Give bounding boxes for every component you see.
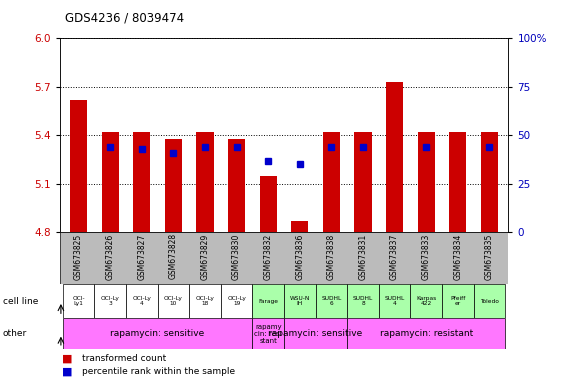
Bar	[379, 284, 411, 318]
Bar	[284, 318, 347, 349]
Bar	[228, 139, 245, 232]
Text: OCI-Ly
10: OCI-Ly 10	[164, 296, 183, 306]
Bar	[291, 221, 308, 232]
Bar	[386, 82, 403, 232]
Text: GSM673838: GSM673838	[327, 233, 336, 280]
Text: GSM673832: GSM673832	[264, 233, 273, 280]
Text: transformed count: transformed count	[82, 354, 166, 363]
Bar	[102, 132, 119, 232]
Bar	[481, 132, 498, 232]
Text: SUDHL
4: SUDHL 4	[385, 296, 405, 306]
Bar	[70, 100, 87, 232]
Text: Pfeiff
er: Pfeiff er	[450, 296, 466, 306]
Text: rapamy
cin: resi
stant: rapamy cin: resi stant	[254, 324, 282, 344]
Text: GSM673835: GSM673835	[485, 233, 494, 280]
Bar	[354, 132, 371, 232]
Bar	[411, 284, 442, 318]
Text: Karpas
422: Karpas 422	[416, 296, 436, 306]
Text: GSM673826: GSM673826	[106, 233, 115, 280]
Text: OCI-Ly
4: OCI-Ly 4	[132, 296, 151, 306]
Bar	[126, 284, 157, 318]
Bar	[442, 284, 474, 318]
Text: rapamycin: resistant: rapamycin: resistant	[379, 329, 473, 338]
Text: percentile rank within the sample: percentile rank within the sample	[82, 367, 236, 376]
Bar	[474, 284, 505, 318]
Text: ■: ■	[62, 353, 73, 363]
Text: rapamycin: sensitive: rapamycin: sensitive	[269, 329, 363, 338]
Bar	[60, 232, 508, 284]
Bar	[260, 176, 277, 232]
Bar	[347, 284, 379, 318]
Text: GSM673825: GSM673825	[74, 233, 83, 280]
Bar	[189, 284, 221, 318]
Bar	[252, 284, 284, 318]
Bar	[157, 284, 189, 318]
Text: OCI-Ly
3: OCI-Ly 3	[101, 296, 120, 306]
Bar	[197, 132, 214, 232]
Text: Toledo: Toledo	[480, 298, 499, 304]
Bar	[323, 132, 340, 232]
Bar	[133, 132, 151, 232]
Text: Farage: Farage	[258, 298, 278, 304]
Bar	[284, 284, 316, 318]
Text: other: other	[3, 329, 27, 338]
Text: ■: ■	[62, 366, 73, 376]
Text: GSM673836: GSM673836	[295, 233, 304, 280]
Text: GSM673834: GSM673834	[453, 233, 462, 280]
Bar	[449, 132, 466, 232]
Text: rapamycin: sensitive: rapamycin: sensitive	[110, 329, 204, 338]
Text: SUDHL
8: SUDHL 8	[353, 296, 373, 306]
Bar	[63, 284, 94, 318]
Bar	[252, 318, 284, 349]
Bar	[347, 318, 505, 349]
Text: GSM673830: GSM673830	[232, 233, 241, 280]
Bar	[417, 132, 435, 232]
Text: GSM673831: GSM673831	[358, 233, 367, 280]
Text: OCI-Ly
18: OCI-Ly 18	[195, 296, 215, 306]
Text: GDS4236 / 8039474: GDS4236 / 8039474	[65, 12, 185, 25]
Text: OCI-
Ly1: OCI- Ly1	[72, 296, 85, 306]
Text: WSU-N
IH: WSU-N IH	[290, 296, 310, 306]
Bar	[63, 318, 252, 349]
Text: cell line: cell line	[3, 296, 38, 306]
Bar	[221, 284, 252, 318]
Bar	[94, 284, 126, 318]
Text: OCI-Ly
19: OCI-Ly 19	[227, 296, 246, 306]
Text: GSM673827: GSM673827	[137, 233, 147, 280]
Text: GSM673828: GSM673828	[169, 233, 178, 280]
Text: SUDHL
6: SUDHL 6	[321, 296, 341, 306]
Bar	[316, 284, 347, 318]
Text: GSM673829: GSM673829	[201, 233, 210, 280]
Text: GSM673837: GSM673837	[390, 233, 399, 280]
Bar	[165, 139, 182, 232]
Text: GSM673833: GSM673833	[421, 233, 431, 280]
